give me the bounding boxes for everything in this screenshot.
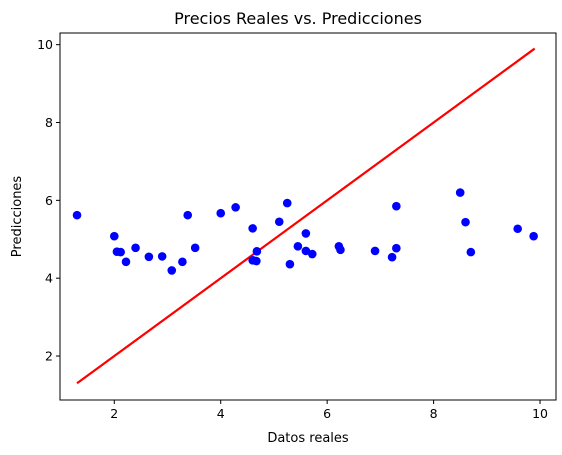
regression-line <box>76 47 536 385</box>
scatter-point <box>116 247 125 257</box>
y-axis-label: Predicciones <box>10 176 25 258</box>
chart-title: Precios Reales vs. Predicciones <box>174 9 422 28</box>
plot-series-group <box>72 47 538 385</box>
scatter-point <box>513 224 522 234</box>
scatter-point <box>529 231 538 241</box>
scatter-point <box>392 243 401 253</box>
scatter-point <box>190 243 200 253</box>
y-tick-label: 8 <box>45 115 53 130</box>
scatter-point <box>121 257 131 267</box>
scatter-point <box>293 241 303 251</box>
scatter-point <box>131 243 140 253</box>
scatter-point <box>387 252 397 262</box>
scatter-point <box>231 203 240 212</box>
scatter-point <box>466 247 476 257</box>
x-tick-label: 10 <box>532 406 548 421</box>
scatter-point <box>301 229 311 238</box>
scatter-point <box>144 252 154 262</box>
scatter-point <box>301 246 311 256</box>
scatter-point <box>178 257 187 267</box>
scatter-point <box>336 245 345 255</box>
x-tick-label: 2 <box>110 406 118 421</box>
scatter-point <box>72 210 82 220</box>
scatter-point <box>252 256 261 266</box>
plot-frame <box>59 32 557 401</box>
scatter-point <box>285 259 295 269</box>
scatter-point <box>274 217 284 227</box>
x-tick-label: 4 <box>217 406 225 421</box>
scatter-point <box>392 201 401 211</box>
scatter-point <box>167 266 177 275</box>
y-axis: 2 4 6 8 10 <box>37 37 60 364</box>
y-tick-label: 6 <box>45 193 53 208</box>
x-axis-label: Datos reales <box>267 431 349 446</box>
scatter-point <box>370 246 380 256</box>
y-tick-label: 10 <box>37 37 53 52</box>
scatter-point <box>216 208 226 218</box>
scatter-point <box>109 231 119 241</box>
scatter-point <box>248 224 257 233</box>
scatter-point <box>282 198 292 208</box>
scatter-point <box>455 188 465 197</box>
x-tick-label: 6 <box>323 406 331 421</box>
scatter-point <box>183 210 193 220</box>
scatter-point <box>252 247 262 256</box>
scatter-point <box>461 217 470 227</box>
x-axis: 2 4 6 8 10 <box>110 400 548 421</box>
scatter-point <box>307 249 317 259</box>
y-tick-label: 4 <box>45 271 53 286</box>
x-tick-label: 8 <box>430 406 438 421</box>
scatter-point <box>157 252 167 261</box>
y-tick-label: 2 <box>45 349 53 364</box>
